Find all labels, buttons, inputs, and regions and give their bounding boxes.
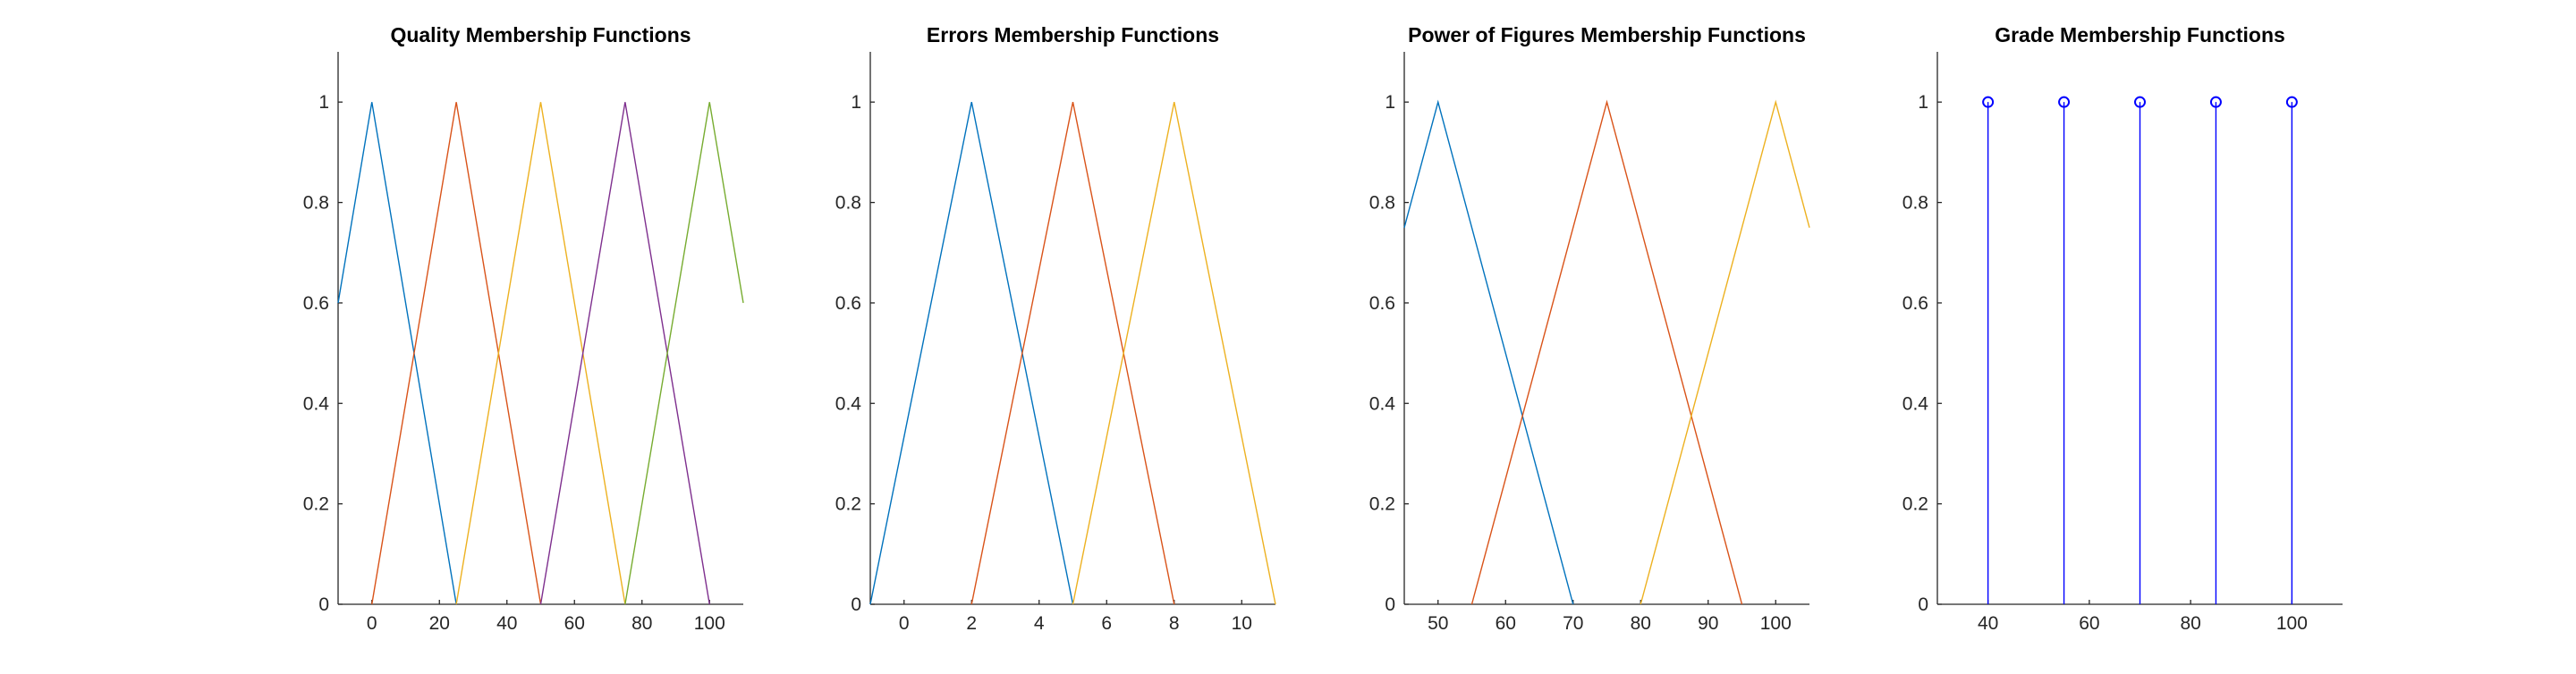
- series-line-1: [1403, 99, 1574, 605]
- series-line-2: [970, 102, 1175, 605]
- series-line-2: [371, 102, 542, 605]
- y-tick-label: 0.6: [835, 293, 861, 314]
- chart-title: Quality Membership Functions: [390, 23, 691, 46]
- x-tick-label: 6: [1101, 613, 1112, 634]
- series-line-2: [1470, 99, 1743, 605]
- x-tick-label: 100: [1760, 613, 1792, 634]
- x-tick-label: 60: [564, 613, 585, 634]
- stem-marker: [2058, 96, 2071, 108]
- x-tick-label: 70: [1563, 613, 1583, 634]
- y-tick-label: 0.2: [835, 494, 861, 515]
- y-tick-label: 0: [851, 594, 861, 615]
- y-tick-label: 0.2: [1369, 494, 1395, 515]
- x-tick-label: 90: [1698, 613, 1718, 634]
- x-tick-label: 2: [966, 613, 977, 634]
- series-line-1: [869, 102, 1074, 605]
- chart-title: Errors Membership Functions: [927, 23, 1219, 46]
- series-line-3: [1640, 99, 1810, 605]
- y-tick-label: 1: [851, 92, 861, 113]
- y-tick-label: 0: [1385, 594, 1395, 615]
- chart-2: Errors Membership Functions 0 2 4 6 8 10 0 0.2 0.…: [835, 23, 1276, 634]
- x-tick-label: 80: [2180, 613, 2200, 634]
- series-line-1: [337, 102, 457, 605]
- chart-title: Grade Membership Functions: [1995, 23, 2285, 46]
- x-tick-label: 40: [496, 613, 517, 634]
- x-tick-label: 8: [1169, 613, 1180, 634]
- x-tick-label: 50: [1428, 613, 1448, 634]
- x-tick-label: 60: [2079, 613, 2099, 634]
- y-tick-label: 0.4: [1369, 393, 1396, 414]
- x-tick-label: 40: [1978, 613, 1998, 634]
- x-tick-label: 0: [899, 613, 910, 634]
- y-tick-label: 0.8: [835, 193, 861, 214]
- stem-marker: [1982, 96, 1995, 108]
- x-tick-label: 20: [429, 613, 450, 634]
- x-tick-label: 100: [694, 613, 725, 634]
- y-tick-label: 0.2: [1902, 494, 1928, 515]
- x-tick-label: 80: [1631, 613, 1651, 634]
- stem-marker: [2134, 96, 2146, 108]
- x-tick-label: 0: [367, 613, 377, 634]
- y-tick-label: 0.8: [1369, 193, 1395, 214]
- y-tick-label: 0.4: [835, 393, 862, 414]
- chart-4: Grade Membership Functions 40 60 80 100 0 0.2 0…: [1902, 23, 2343, 634]
- y-tick-label: 0: [318, 594, 329, 615]
- y-tick-label: 0.6: [1369, 293, 1395, 314]
- y-tick-label: 1: [318, 92, 329, 113]
- y-tick-label: 0.4: [1902, 393, 1929, 414]
- series-line-3: [1072, 102, 1276, 605]
- x-tick-label: 80: [631, 613, 652, 634]
- stem-marker: [2209, 96, 2222, 108]
- chart-title: Power of Figures Membership Functions: [1408, 23, 1806, 46]
- y-tick-label: 0: [1918, 594, 1928, 615]
- y-tick-label: 0.8: [303, 193, 329, 214]
- chart-3: Power of Figures Membership Functions 50 6…: [1369, 23, 1810, 634]
- y-tick-label: 0.6: [303, 293, 329, 314]
- x-tick-label: 100: [2276, 613, 2308, 634]
- series-line-5: [624, 102, 744, 605]
- x-tick-label: 60: [1496, 613, 1516, 634]
- y-tick-label: 1: [1385, 92, 1395, 113]
- y-tick-label: 0.8: [1902, 193, 1928, 214]
- y-tick-label: 0.4: [303, 393, 330, 414]
- series-line-4: [539, 102, 710, 605]
- y-tick-label: 1: [1918, 92, 1928, 113]
- series-line-3: [455, 102, 626, 605]
- stem-marker: [2285, 96, 2298, 108]
- x-tick-label: 10: [1232, 613, 1252, 634]
- y-tick-label: 0.2: [303, 494, 329, 515]
- x-tick-label: 4: [1034, 613, 1045, 634]
- y-tick-label: 0.6: [1902, 293, 1928, 314]
